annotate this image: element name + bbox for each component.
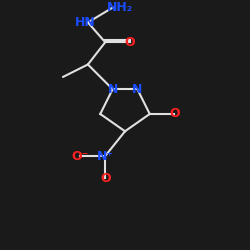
Text: O⁻: O⁻ <box>72 150 89 162</box>
Text: O: O <box>169 108 180 120</box>
Text: O: O <box>125 36 135 49</box>
Text: N: N <box>108 83 118 96</box>
Text: NH₂: NH₂ <box>107 1 133 14</box>
Text: N⁺: N⁺ <box>97 150 114 162</box>
Text: N: N <box>132 83 142 96</box>
Text: HN: HN <box>75 16 96 29</box>
Text: O: O <box>100 172 110 185</box>
